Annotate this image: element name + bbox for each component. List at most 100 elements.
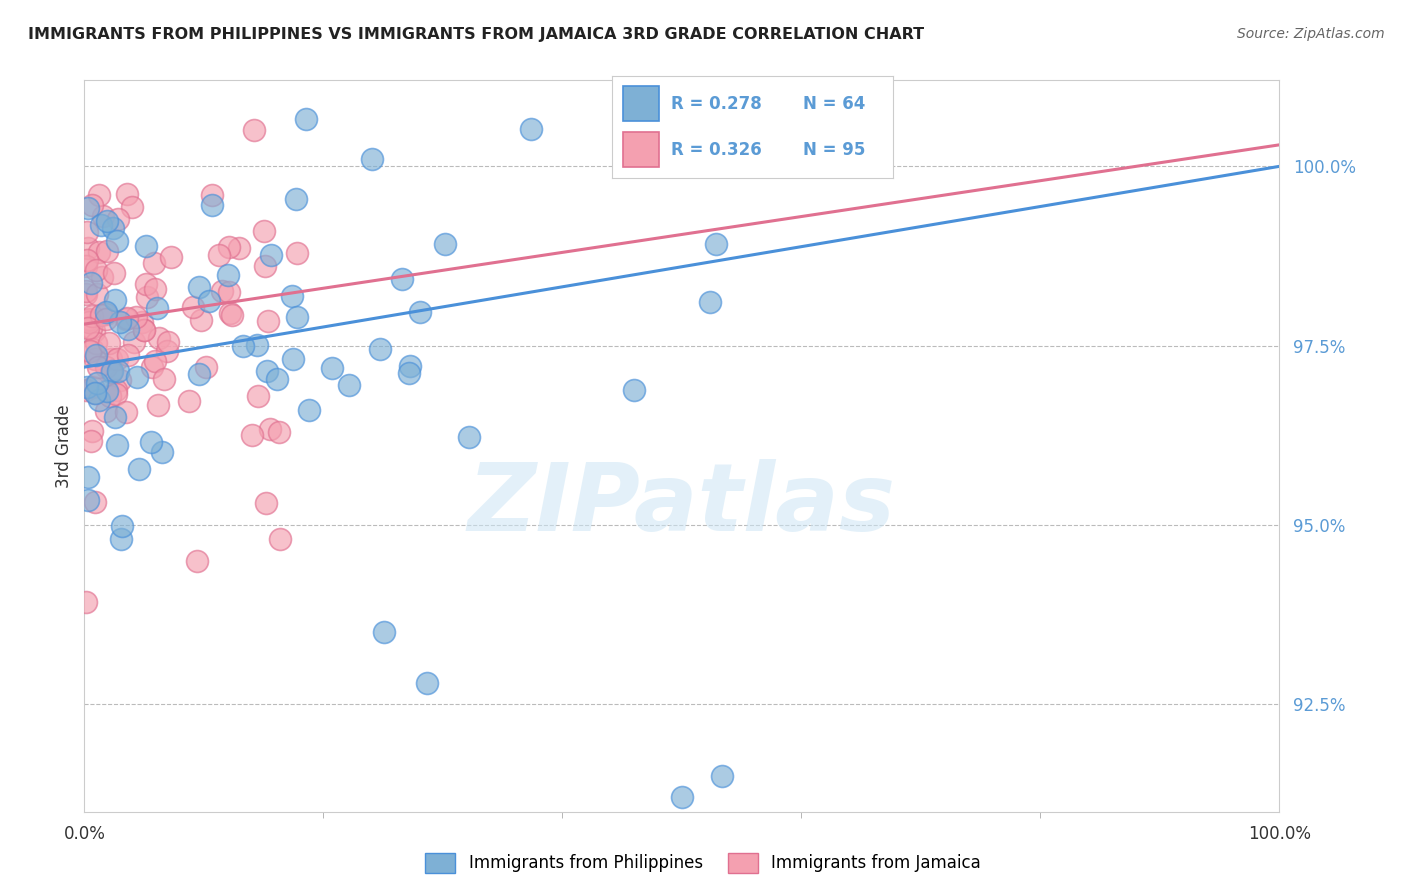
Point (201, 188, 224, 202)
Text: ZIPatlas: ZIPatlas (468, 458, 896, 550)
Point (100, 352, 122, 367)
Point (98, 389, 121, 403)
Point (101, 364, 124, 378)
Point (84, 386, 107, 401)
Point (232, 339, 254, 353)
Point (103, 410, 125, 425)
Point (219, 306, 242, 320)
Point (520, 122, 543, 136)
Point (285, 310, 308, 324)
Point (86, 287, 108, 301)
Point (298, 403, 321, 417)
Point (125, 310, 148, 325)
Point (76, 469, 98, 483)
Point (76, 253, 98, 268)
Point (94, 305, 117, 319)
Point (134, 277, 156, 292)
Point (75, 259, 97, 273)
Point (121, 200, 143, 214)
Point (82, 424, 104, 438)
Point (711, 769, 734, 783)
Point (156, 334, 179, 349)
Point (198, 293, 221, 308)
Point (96, 214, 118, 228)
Point (105, 234, 128, 248)
Point (458, 430, 481, 444)
Point (146, 398, 169, 412)
Point (201, 198, 224, 212)
Point (76, 226, 98, 240)
Point (98, 336, 121, 351)
Point (127, 369, 149, 384)
Point (321, 361, 343, 376)
Point (80, 276, 103, 290)
Point (80, 321, 103, 335)
Point (135, 290, 157, 304)
Point (115, 187, 138, 202)
Point (281, 289, 304, 303)
Point (87, 187, 110, 202)
Point (83, 324, 105, 338)
Point (89, 393, 111, 408)
Point (339, 378, 361, 392)
Point (433, 236, 456, 251)
Point (243, 123, 266, 137)
Point (256, 364, 278, 378)
Point (96, 384, 118, 399)
Point (152, 372, 174, 386)
Point (253, 260, 276, 274)
Point (285, 246, 308, 260)
Point (295, 112, 318, 127)
Point (76, 379, 98, 393)
Point (110, 532, 132, 546)
Point (156, 344, 179, 359)
Point (391, 272, 413, 286)
Point (135, 238, 157, 252)
Point (211, 284, 233, 298)
Text: N = 64: N = 64 (803, 95, 865, 112)
Point (105, 351, 128, 366)
Point (150, 445, 173, 459)
Point (256, 496, 278, 510)
Point (75, 383, 97, 397)
Point (80, 434, 103, 449)
Point (699, 295, 721, 310)
Point (208, 248, 231, 262)
Point (94, 311, 117, 326)
Point (398, 359, 420, 373)
Point (373, 625, 395, 640)
Point (131, 315, 153, 329)
Point (75, 286, 97, 301)
Text: IMMIGRANTS FROM PHILIPPINES VS IMMIGRANTS FROM JAMAICA 3RD GRADE CORRELATION CHA: IMMIGRANTS FROM PHILIPPINES VS IMMIGRANT… (28, 27, 924, 42)
Text: Source: ZipAtlas.com: Source: ZipAtlas.com (1237, 27, 1385, 41)
Point (100, 365, 122, 379)
Point (218, 240, 240, 254)
Point (117, 348, 139, 362)
Point (281, 351, 304, 366)
Point (90, 218, 112, 232)
Point (409, 305, 432, 319)
Point (80, 342, 103, 356)
Point (143, 353, 166, 368)
Point (79, 315, 101, 329)
Point (177, 394, 200, 409)
Point (111, 519, 134, 533)
Point (108, 315, 131, 329)
Point (186, 554, 208, 568)
Point (104, 386, 127, 401)
Point (360, 152, 382, 166)
FancyBboxPatch shape (623, 87, 659, 121)
Point (75, 595, 97, 609)
Point (246, 338, 269, 352)
Point (77, 201, 100, 215)
Point (80, 309, 103, 323)
Point (188, 280, 211, 294)
Point (228, 241, 250, 255)
Point (253, 224, 276, 238)
Point (84, 352, 107, 367)
Point (75, 284, 97, 298)
Point (83, 386, 105, 401)
Point (76, 242, 98, 256)
Point (128, 462, 150, 476)
Point (114, 405, 136, 419)
